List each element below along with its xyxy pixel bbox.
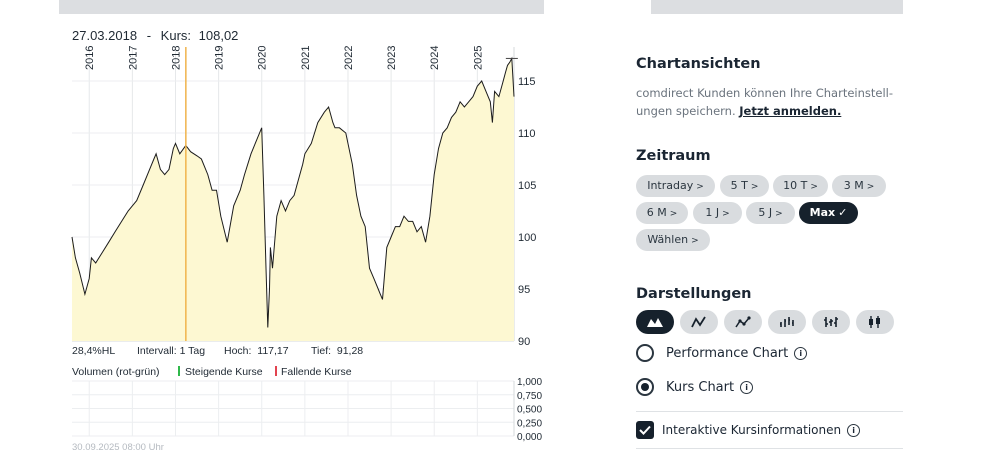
x-tick-label: 2022 [343,46,355,70]
info-icon[interactable]: i [740,380,754,394]
stat-hl: 28,4%HL [72,345,115,357]
interactive-info-checkbox[interactable] [636,421,654,439]
falling-swatch [275,366,277,376]
ohlc-bar-chart-button[interactable] [768,310,806,334]
volume-tick-label: 1,000 [517,377,542,388]
chartansichten-title: Chartansichten [636,56,761,72]
interactive-info-label: Interaktive Kursinformationen [662,423,842,437]
stat-high: Hoch: 117,17 [224,345,289,357]
zeitraum-5t-button[interactable]: 5 T > [720,175,769,197]
stat-interval: Intervall: 1 Tag [137,345,205,357]
mountain-chart-button[interactable] [636,310,674,334]
dot-line-chart-icon [735,316,751,328]
kurs-chart-radio[interactable] [636,378,654,396]
kurs-chart-option[interactable]: Kurs Chart i [636,378,754,396]
rising-swatch [178,366,180,376]
volume-tick-label: 0,500 [517,405,542,416]
waehlen-button[interactable]: Wählen > [636,229,710,251]
y-tick-label: 115 [518,76,536,88]
volume-tick-label: 0,000 [517,432,542,443]
x-tick-label: 2019 [214,46,226,70]
zeitraum-title: Zeitraum [636,148,711,164]
x-tick-label: 2017 [127,46,139,70]
volume-tick-label: 0,250 [517,418,542,429]
header-kurs-label: Kurs: [161,28,191,43]
x-tick-label: 2025 [472,46,484,70]
x-tick-label: 2020 [257,46,269,70]
zeitraum-10t-button[interactable]: 10 T > [773,175,828,197]
volume-tick-label: 0,750 [517,391,542,402]
checkmark-icon: ✓ [838,206,848,219]
hint-text: comdirect Kunden können Ihre Charteinste… [636,86,894,118]
y-tick-label: 100 [518,232,536,244]
line-chart-button[interactable] [680,310,718,334]
darstellungen-title: Darstellungen [636,286,752,302]
x-tick-label: 2018 [170,46,182,70]
zeitraum-intraday-button[interactable]: Intraday > [636,175,715,197]
dot-line-chart-button[interactable] [724,310,762,334]
header-date: 27.03.2018 [72,28,137,43]
price-chart-panel[interactable]: 2016 2017 2018 2019 2020 2021 2022 2023 2024 2025… [0,0,560,455]
kurs-chart-label: Kurs Chart [666,379,735,395]
y-tick-label: 105 [518,180,536,192]
save-settings-hint: comdirect Kunden können Ihre Charteinste… [636,84,898,120]
price-line [71,56,515,328]
stat-low: Tief: 91,28 [311,345,363,357]
performance-chart-label: Performance Chart [666,345,789,361]
candlestick-chart-button[interactable] [856,310,894,334]
price-area-fill [72,58,514,342]
interactive-info-option[interactable]: Interaktive Kursinformationen i [636,411,903,449]
zeitraum-1j-button[interactable]: 1 J > [693,202,742,224]
volume-label: Volumen (rot-grün) [72,366,160,378]
zeitraum-3m-button[interactable]: 3 M > [832,175,886,197]
top-bar-left [59,0,544,14]
svg-text:27.03.2018 - Kurs:: 27.03.2018 - Kurs: 108,02 [72,28,238,43]
line-chart-icon [691,316,706,328]
footer-date: 30.09.2025 08:00 Uhr [72,442,164,453]
hlc-bar-chart-button[interactable] [812,310,850,334]
x-tick-label: 2023 [386,46,398,70]
header-separator: - [147,28,151,43]
volume-falling-label: Fallende Kurse [281,366,352,378]
hlc-bar-chart-icon [824,317,838,327]
checkmark-icon [639,425,651,435]
y-tick-label: 95 [518,284,530,296]
mountain-chart-icon [647,318,663,327]
x-tick-label: 2021 [300,46,312,70]
zeitraum-max-button[interactable]: Max ✓ [799,202,858,224]
ohlc-bar-chart-icon [780,317,794,327]
x-tick-label: 2016 [84,46,96,70]
price-chart[interactable]: 2016 2017 2018 2019 2020 2021 2022 2023 2024 2025… [0,0,560,455]
login-link[interactable]: Jetzt anmelden. [739,104,842,118]
x-tick-label: 2024 [429,46,441,70]
zeitraum-6m-button[interactable]: 6 M > [636,202,688,224]
top-bar-right [651,0,903,14]
info-icon[interactable]: i [847,423,861,437]
y-tick-label: 110 [518,128,536,140]
info-icon[interactable]: i [794,346,808,360]
performance-chart-radio[interactable] [636,344,654,362]
candlestick-chart-icon [869,316,880,328]
header-kurs-value: 108,02 [199,28,239,43]
zeitraum-5j-button[interactable]: 5 J > [746,202,795,224]
y-tick-label: 90 [518,336,530,348]
performance-chart-option[interactable]: Performance Chart i [636,344,808,362]
volume-rising-label: Steigende Kurse [185,366,263,378]
